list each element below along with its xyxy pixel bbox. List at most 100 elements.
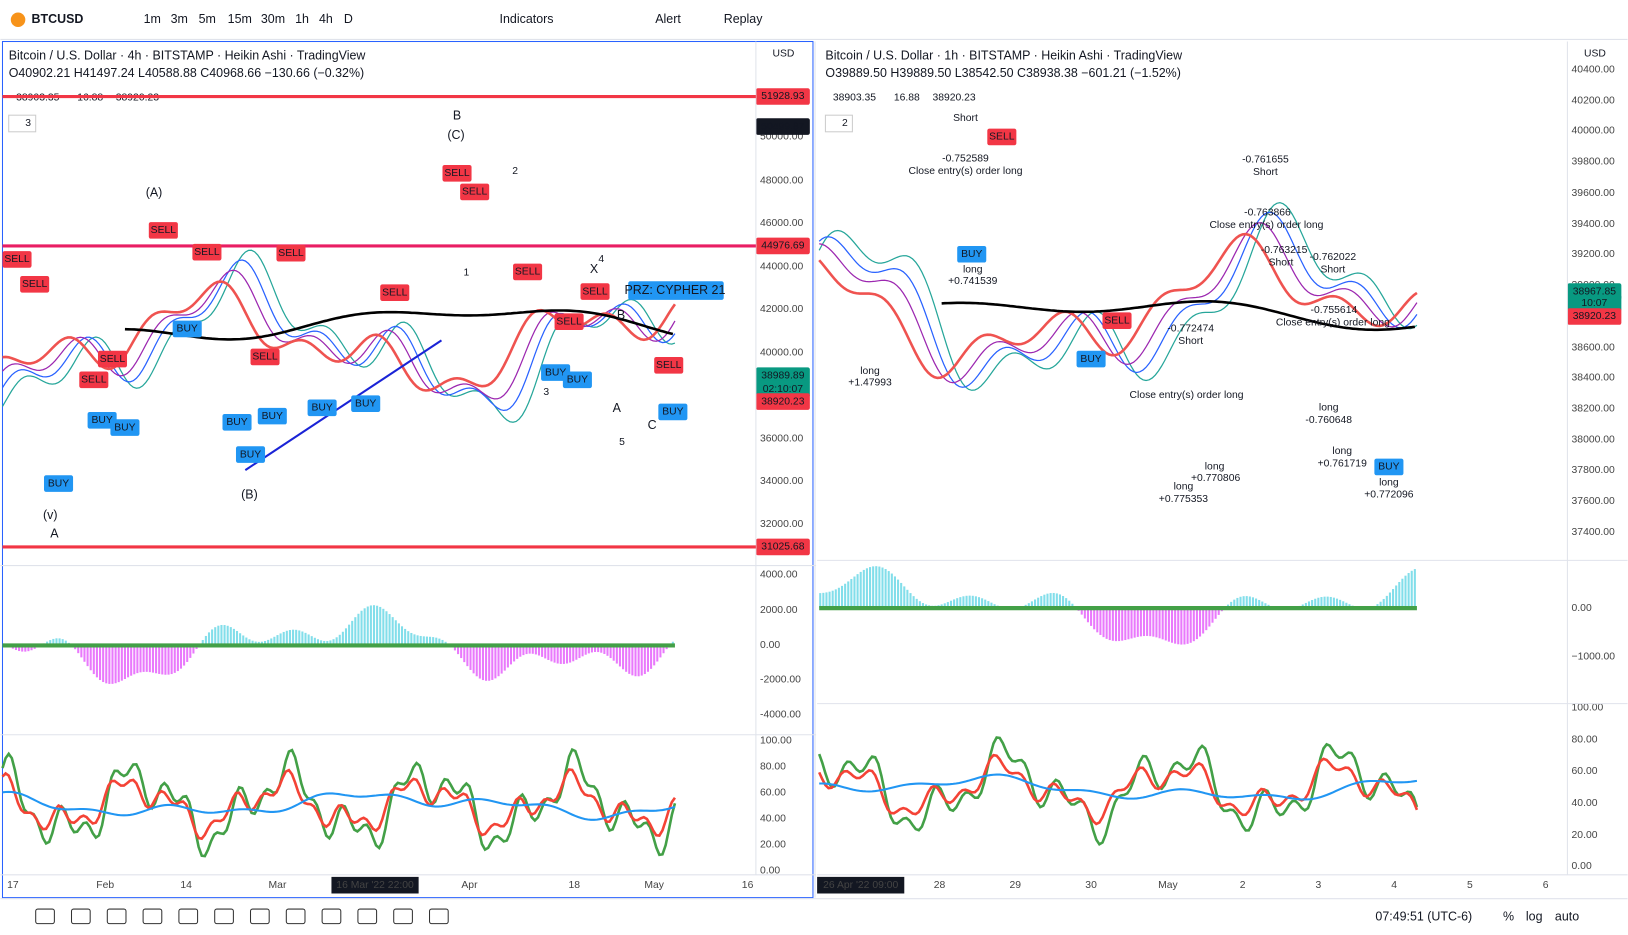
oscillator-label: 0.00	[1572, 603, 1592, 614]
histogram-bar	[819, 593, 822, 609]
drawing-tool[interactable]	[142, 908, 163, 925]
histogram-bar	[590, 645, 593, 653]
sell-signal: SELL	[252, 352, 278, 363]
indicators-button[interactable]: Indicators	[500, 12, 554, 26]
sell-signal: SELL	[1104, 315, 1130, 326]
price-label: 44000.00	[760, 261, 803, 272]
strategy-label: long	[963, 265, 983, 276]
histogram-bar	[385, 611, 388, 646]
interval-button[interactable]: 1m	[144, 12, 161, 26]
rsi-blue	[819, 773, 1418, 801]
interval-button[interactable]: 4h	[319, 12, 333, 26]
currency-button[interactable]: USD	[772, 49, 794, 60]
price-label: 40400.00	[1572, 64, 1615, 75]
histogram-bar	[887, 571, 890, 609]
drawing-tool[interactable]	[106, 908, 127, 925]
bid: 38903.35	[833, 92, 876, 103]
drawing-tool[interactable]	[178, 908, 199, 925]
histogram-bar	[14, 645, 18, 651]
histogram-bar	[1199, 608, 1202, 637]
price-badge-bg	[1567, 294, 1622, 312]
histogram-bar	[1317, 597, 1320, 609]
histogram-bar	[1139, 608, 1142, 637]
histogram-bar	[1261, 601, 1264, 609]
strategy-label: long	[1174, 481, 1194, 492]
sell-signal-bg	[79, 371, 109, 389]
histogram-bar	[884, 569, 887, 609]
histogram-bar	[1161, 608, 1164, 640]
drawing-tool[interactable]	[393, 908, 413, 925]
interval-button[interactable]: 3m	[171, 12, 188, 26]
histogram-bar	[853, 576, 856, 609]
histogram-bar	[460, 645, 463, 659]
symbol[interactable]: BTCUSD	[32, 12, 84, 26]
histogram-bar	[251, 640, 254, 646]
sell-signal-bg	[192, 243, 222, 261]
histogram-bar	[313, 637, 316, 646]
interval-button[interactable]: 30m	[261, 12, 285, 26]
histogram-bar	[909, 593, 912, 609]
wave-label: A	[613, 401, 622, 415]
drawing-tool[interactable]	[357, 908, 378, 925]
histogram-bar	[500, 645, 503, 674]
histogram-bar	[659, 645, 662, 658]
drawing-tool[interactable]	[70, 908, 91, 925]
histogram-bar	[80, 645, 83, 658]
histogram-bar	[248, 639, 251, 646]
log-button[interactable]: log	[1526, 910, 1543, 924]
drawing-tool[interactable]	[214, 908, 234, 925]
histogram-bar	[497, 645, 500, 677]
histogram-bar	[338, 634, 341, 646]
histogram-bar	[270, 638, 273, 646]
drawing-tool[interactable]	[249, 908, 270, 925]
histogram-bar	[285, 630, 288, 646]
histogram-bar	[1167, 608, 1170, 642]
histogram-bar	[547, 645, 550, 660]
histogram-bar	[1251, 597, 1254, 609]
histogram-bar	[1339, 599, 1342, 609]
buy-signal-bg	[1374, 458, 1404, 476]
histogram-bar	[1142, 608, 1146, 637]
histogram-bar	[615, 645, 618, 664]
price-badge-bg	[755, 237, 810, 255]
price-line	[818, 202, 1418, 391]
drawing-tool[interactable]	[35, 908, 55, 925]
percent-button[interactable]: %	[1503, 910, 1514, 924]
drawing-tool[interactable]	[428, 908, 449, 925]
histogram-bar	[1258, 599, 1261, 609]
histogram-bar	[1030, 601, 1033, 609]
histogram-bar	[1149, 608, 1152, 637]
rsi-label: 20.00	[760, 839, 786, 850]
strategy-label: Close entry(s) order long	[1276, 317, 1390, 328]
interval-button[interactable]: 1h	[295, 12, 309, 26]
alert-button[interactable]: Alert	[655, 12, 681, 26]
histogram-bar	[890, 573, 893, 609]
histogram-bar	[1202, 608, 1205, 634]
price-label: 37800.00	[1572, 465, 1615, 476]
histogram-bar	[637, 645, 640, 677]
sell-signal-bg	[250, 348, 280, 366]
histogram-bar	[956, 598, 959, 609]
histogram-bar	[912, 596, 915, 609]
histogram-bar	[946, 602, 949, 609]
interval-button[interactable]: 5m	[199, 12, 216, 26]
histogram-bar	[1230, 601, 1233, 609]
histogram-bar	[900, 582, 903, 609]
histogram-bar	[1136, 608, 1139, 637]
buy-signal-bg	[1076, 350, 1106, 368]
time-label: Feb	[96, 880, 114, 891]
drawing-tool[interactable]	[321, 908, 342, 925]
interval-button[interactable]: D	[344, 12, 353, 26]
buy-signal: BUY	[48, 478, 69, 489]
buy-signal-bg	[110, 419, 140, 436]
drawing-tool[interactable]	[285, 908, 306, 925]
buy-signal-bg	[351, 395, 381, 412]
currency-button[interactable]: USD	[1584, 49, 1606, 60]
histogram-bar	[391, 617, 394, 646]
auto-button[interactable]: auto	[1555, 910, 1579, 924]
replay-button[interactable]: Replay	[724, 12, 763, 26]
histogram-bar	[1049, 593, 1052, 609]
buy-signal: BUY	[662, 407, 683, 418]
interval-button[interactable]: 15m	[228, 12, 252, 26]
histogram-bar	[354, 617, 357, 646]
